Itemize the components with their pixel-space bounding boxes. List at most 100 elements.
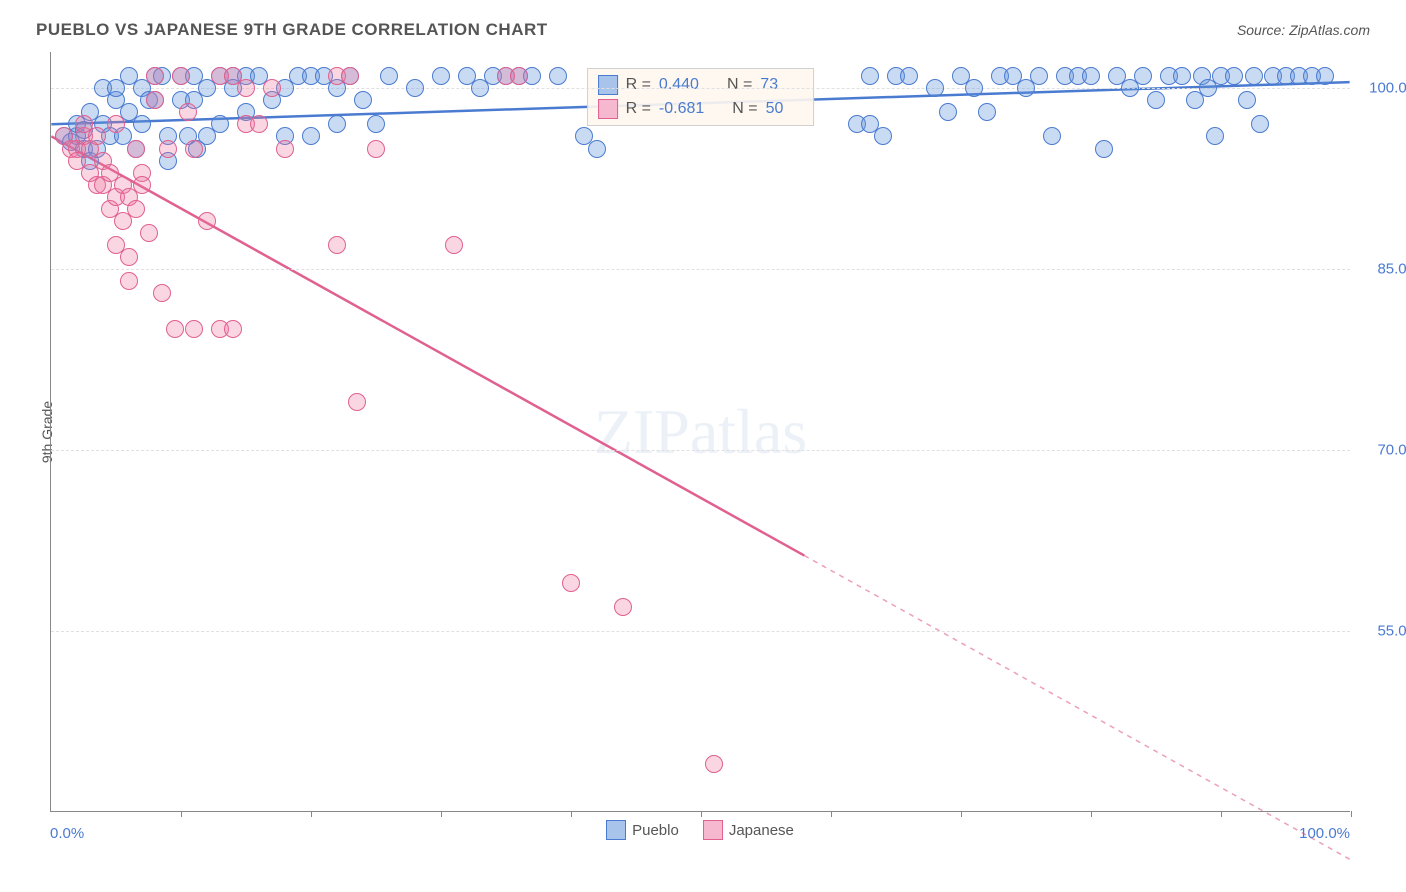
japanese-trend-line	[51, 136, 804, 555]
pueblo-point	[1082, 67, 1100, 85]
pueblo-point	[965, 79, 983, 97]
pueblo-point	[328, 115, 346, 133]
x-tick	[701, 811, 702, 817]
stats-row-pueblo: R = 0.440 N = 73	[598, 73, 804, 97]
japanese-legend-label: Japanese	[729, 822, 794, 839]
japanese-point	[140, 224, 158, 242]
pueblo-point	[1225, 67, 1243, 85]
y-tick-label: 85.0%	[1360, 261, 1406, 278]
source-attribution: Source: ZipAtlas.com	[1237, 22, 1370, 38]
x-tick	[1221, 811, 1222, 817]
japanese-point	[348, 393, 366, 411]
pueblo-point	[1173, 67, 1191, 85]
x-tick	[181, 811, 182, 817]
pueblo-point	[1251, 115, 1269, 133]
japanese-point	[198, 212, 216, 230]
grid-line	[51, 450, 1350, 451]
japanese-point	[133, 176, 151, 194]
japanese-legend-swatch-icon	[703, 820, 723, 840]
y-tick-label: 70.0%	[1360, 442, 1406, 459]
y-tick-label: 55.0%	[1360, 623, 1406, 640]
pueblo-legend-swatch-icon	[606, 820, 626, 840]
x-tick	[1091, 811, 1092, 817]
pueblo-point	[133, 115, 151, 133]
pueblo-point	[1206, 127, 1224, 145]
japanese-point	[614, 598, 632, 616]
legend-item-pueblo: Pueblo	[606, 820, 679, 840]
japanese-point	[107, 115, 125, 133]
japanese-point	[179, 103, 197, 121]
n-label: N =	[732, 100, 757, 118]
pueblo-point	[1043, 127, 1061, 145]
plot-area: ZIPatlas R = 0.440 N = 73 R = -0.681 N =…	[50, 52, 1350, 812]
japanese-point	[185, 320, 203, 338]
japanese-point	[120, 248, 138, 266]
trend-lines-svg	[51, 52, 1350, 811]
japanese-point	[166, 320, 184, 338]
x-tick	[441, 811, 442, 817]
japanese-point	[159, 140, 177, 158]
y-tick-label: 100.0%	[1360, 80, 1406, 97]
japanese-point	[153, 284, 171, 302]
pueblo-point	[588, 140, 606, 158]
pueblo-point	[406, 79, 424, 97]
japanese-point	[146, 67, 164, 85]
pueblo-point	[861, 67, 879, 85]
pueblo-point	[1030, 67, 1048, 85]
pueblo-point	[900, 67, 918, 85]
japanese-point	[172, 67, 190, 85]
grid-line	[51, 631, 1350, 632]
pueblo-point	[1316, 67, 1334, 85]
pueblo-point	[549, 67, 567, 85]
japanese-point	[88, 127, 106, 145]
x-tick	[961, 811, 962, 817]
pueblo-r-value: 0.440	[659, 76, 699, 94]
japanese-point	[127, 200, 145, 218]
n-label: N =	[727, 76, 752, 94]
r-label: R =	[626, 100, 651, 118]
pueblo-point	[1238, 91, 1256, 109]
japanese-point	[276, 140, 294, 158]
chart-header: PUEBLO VS JAPANESE 9TH GRADE CORRELATION…	[36, 20, 1370, 40]
pueblo-point	[432, 67, 450, 85]
x-tick	[571, 811, 572, 817]
correlation-stats-box: R = 0.440 N = 73 R = -0.681 N = 50	[587, 68, 815, 126]
pueblo-point	[1095, 140, 1113, 158]
japanese-point	[445, 236, 463, 254]
japanese-r-value: -0.681	[659, 100, 704, 118]
japanese-point	[510, 67, 528, 85]
japanese-point	[250, 115, 268, 133]
pueblo-point	[211, 115, 229, 133]
pueblo-point	[978, 103, 996, 121]
japanese-point	[341, 67, 359, 85]
japanese-point	[237, 79, 255, 97]
pueblo-point	[939, 103, 957, 121]
stats-row-japanese: R = -0.681 N = 50	[598, 97, 804, 121]
pueblo-point	[302, 127, 320, 145]
r-label: R =	[626, 76, 651, 94]
japanese-point	[328, 236, 346, 254]
pueblo-point	[1134, 67, 1152, 85]
pueblo-point	[926, 79, 944, 97]
japanese-point	[185, 140, 203, 158]
pueblo-point	[874, 127, 892, 145]
pueblo-point	[380, 67, 398, 85]
pueblo-point	[1245, 67, 1263, 85]
bottom-legend: Pueblo Japanese	[50, 820, 1350, 840]
pueblo-point	[367, 115, 385, 133]
pueblo-n-value: 73	[760, 76, 778, 94]
japanese-point	[562, 574, 580, 592]
pueblo-legend-label: Pueblo	[632, 822, 679, 839]
pueblo-point	[1147, 91, 1165, 109]
japanese-point	[367, 140, 385, 158]
japanese-point	[705, 755, 723, 773]
japanese-point	[263, 79, 281, 97]
japanese-point	[224, 320, 242, 338]
plot-container: 9th Grade ZIPatlas R = 0.440 N = 73 R = …	[50, 52, 1350, 812]
grid-line	[51, 269, 1350, 270]
japanese-n-value: 50	[766, 100, 784, 118]
japanese-point	[120, 272, 138, 290]
japanese-trend-line-extrapolated	[804, 556, 1349, 860]
x-tick	[311, 811, 312, 817]
x-tick	[1351, 811, 1352, 817]
